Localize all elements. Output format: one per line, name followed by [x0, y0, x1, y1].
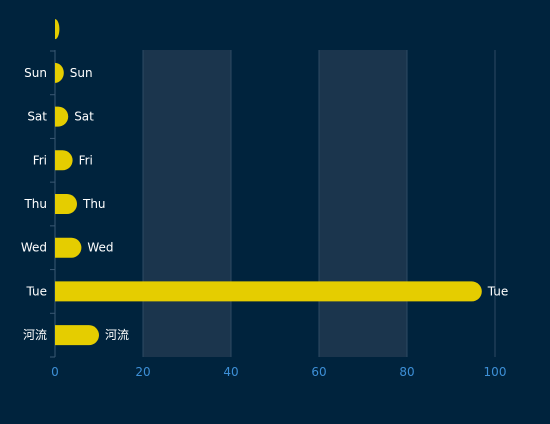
data-label: Sat [74, 110, 94, 124]
y-tick-label: Tue [26, 284, 48, 298]
y-tick-label: Thu [23, 197, 47, 211]
split-area [143, 50, 231, 357]
data-label: Fri [79, 153, 93, 167]
bar [55, 237, 82, 258]
x-tick-label: 20 [135, 365, 150, 379]
y-tick-label: Fri [33, 153, 47, 167]
data-label: Sun [70, 66, 93, 80]
data-label: Thu [82, 197, 106, 211]
x-tick-label: 0 [51, 365, 59, 379]
bar-partial [55, 19, 60, 40]
x-tick-label: 80 [399, 365, 414, 379]
y-tick-label: 河流 [23, 328, 47, 342]
bar [55, 281, 482, 302]
x-tick-label: 100 [484, 365, 507, 379]
data-label: Tue [487, 284, 509, 298]
y-tick-label: Sat [27, 110, 47, 124]
bar [55, 62, 64, 83]
x-tick-label: 40 [223, 365, 238, 379]
y-tick-label: Wed [21, 241, 47, 255]
y-tick-label: Sun [24, 66, 47, 80]
bar [55, 194, 77, 214]
split-area [319, 50, 407, 357]
data-label: Wed [87, 241, 113, 255]
bar [55, 106, 69, 127]
x-tick-label: 60 [311, 365, 326, 379]
bar [55, 150, 73, 171]
bar [55, 325, 100, 346]
data-label: 河流 [105, 328, 129, 342]
